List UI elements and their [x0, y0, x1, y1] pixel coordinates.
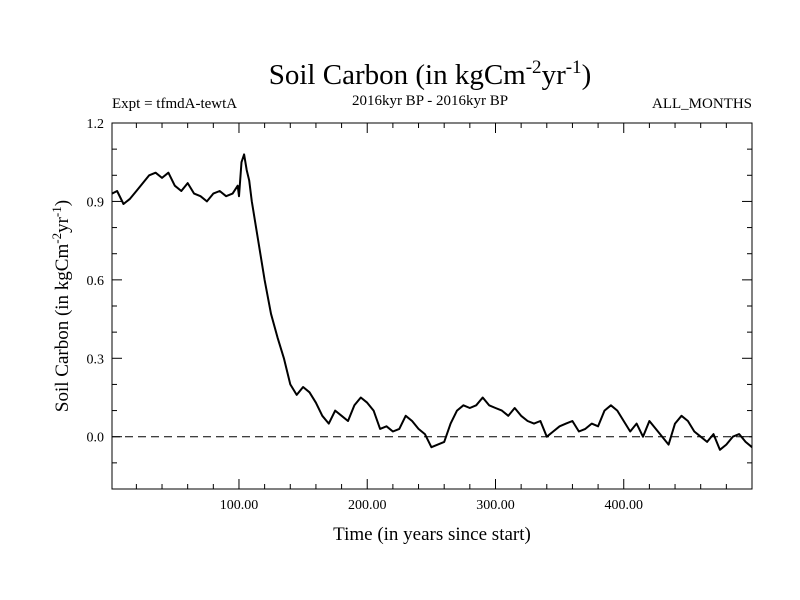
experiment-label: Expt = tfmdA-tewtA — [112, 96, 237, 112]
x-tick-label: 300.00 — [476, 498, 515, 513]
x-axis-label: Time (in years since start) — [333, 524, 531, 545]
x-tick-label: 200.00 — [348, 498, 387, 513]
months-label: ALL_MONTHS — [652, 96, 752, 112]
axis-ticks: 100.00 200.00 300.00 400.00 0.0 0.3 0.6 0.9 1.2 — [87, 117, 752, 513]
y-tick-label: 0.6 — [87, 274, 105, 289]
plot-frame — [111, 122, 753, 490]
chart-title: Soil Carbon (in kgCm-2yr-1) — [269, 57, 591, 91]
y-tick-label: 0.3 — [87, 352, 105, 367]
y-tick-label: 0.0 — [87, 431, 105, 446]
y-axis-label: Soil Carbon (in kgCm-2yr-1) — [49, 200, 73, 412]
x-tick-label: 400.00 — [604, 498, 643, 513]
y-tick-label: 1.2 — [87, 117, 105, 132]
soil-carbon-series-line — [111, 153, 753, 451]
y-tick-label: 0.9 — [87, 195, 105, 210]
x-tick-label: 100.00 — [220, 498, 259, 513]
period-label: 2016kyr BP - 2016kyr BP — [352, 93, 508, 109]
